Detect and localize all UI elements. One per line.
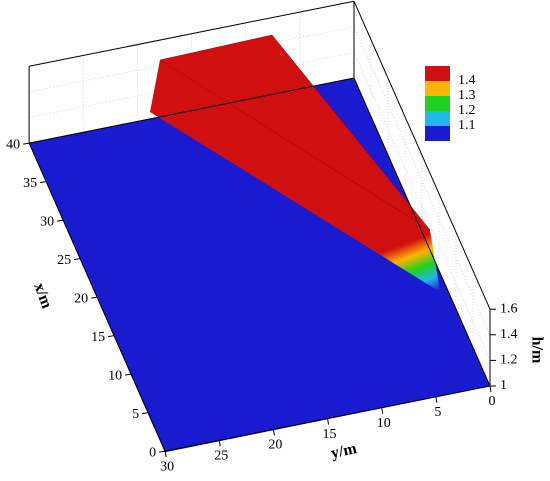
box-edge — [353, 0, 491, 310]
z-tick-label: 1 — [500, 378, 507, 393]
z-tick-label: 1.4 — [500, 327, 518, 342]
y-tick — [435, 396, 438, 403]
x-tick-label: 0 — [149, 445, 156, 460]
x-tick — [57, 219, 64, 222]
legend-swatch — [425, 126, 450, 141]
z-axis-label: h/m — [528, 337, 545, 364]
x-tick — [142, 412, 149, 415]
box-edge — [353, 77, 491, 387]
y-tick — [272, 429, 275, 436]
x-tick — [40, 181, 47, 184]
y-tick — [381, 407, 384, 414]
z-tick-label: 1.6 — [500, 301, 518, 316]
box-edge — [29, 77, 355, 144]
x-tick-label: 15 — [91, 330, 105, 345]
y-tick — [327, 418, 330, 425]
x-tick-label: 40 — [6, 137, 20, 152]
x-tick — [159, 450, 166, 453]
x-axis-label: x/m — [30, 281, 55, 312]
x-tick-label: 30 — [40, 214, 54, 229]
x-tick — [125, 373, 132, 376]
y-tick — [164, 451, 167, 458]
box-edge — [29, 0, 355, 67]
y-tick-label: 5 — [434, 405, 441, 420]
y-tick-label: 30 — [160, 459, 174, 474]
surface-step — [150, 60, 440, 292]
y-tick-label: 15 — [323, 427, 337, 442]
legend: 1.11.21.31.4 — [425, 66, 476, 141]
x-tick — [91, 296, 98, 299]
y-tick-label: 10 — [377, 416, 391, 431]
legend-swatch — [425, 66, 450, 81]
surface — [28, 34, 491, 453]
legend-swatch — [425, 96, 450, 111]
x-tick-label: 20 — [74, 291, 88, 306]
y-tick — [489, 385, 492, 393]
axes: 0 5 10 15 20 25 30 35 40 0 5 10 15 20 25 30 1 1.2 1.4 1.6 — [6, 0, 518, 474]
legend-swatch — [425, 111, 450, 126]
x-tick-label: 10 — [108, 368, 122, 383]
x-tick — [23, 142, 30, 145]
box-edge — [28, 142, 166, 452]
legend-label: 1.4 — [458, 73, 476, 88]
x-tick — [108, 335, 115, 338]
z-tick-label: 1.2 — [500, 353, 518, 368]
legend-label: 1.1 — [458, 118, 476, 133]
x-tick-label: 25 — [57, 253, 71, 268]
grid-line — [353, 52, 491, 361]
y-tick-label: 0 — [489, 394, 496, 409]
legend-swatch — [425, 81, 450, 96]
legend-label: 1.2 — [458, 103, 476, 118]
x-tick-label: 5 — [132, 407, 139, 422]
y-tick-label: 25 — [214, 448, 228, 463]
y-axis-label: y/m — [329, 440, 358, 462]
y-tick-label: 20 — [268, 438, 282, 453]
y-tick — [218, 440, 221, 447]
x-tick — [74, 258, 81, 261]
legend-label: 1.3 — [458, 88, 476, 103]
x-tick-label: 35 — [23, 176, 37, 191]
surface-plateau — [159, 34, 431, 231]
